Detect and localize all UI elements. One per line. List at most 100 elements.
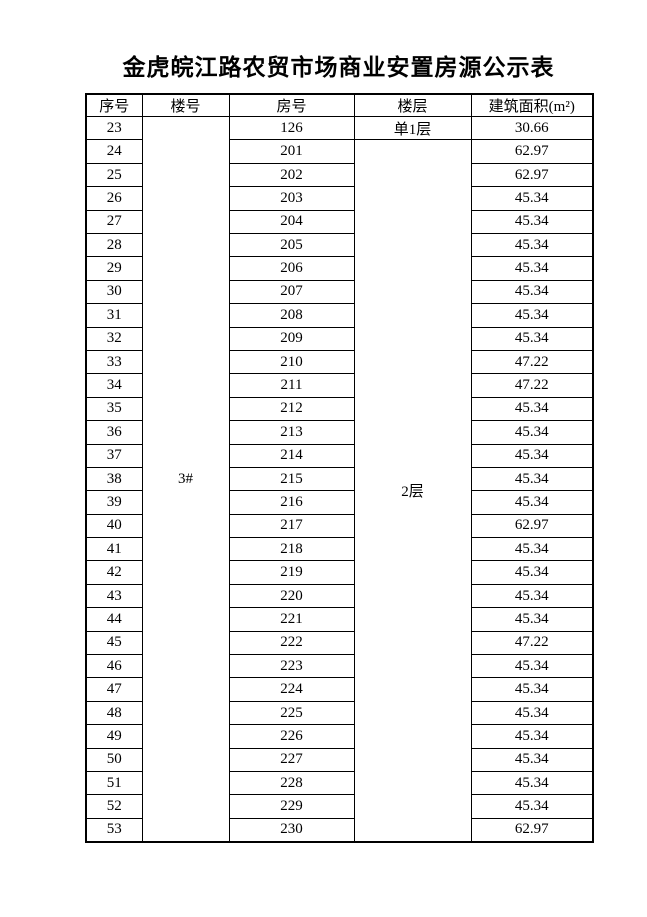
cell-room: 207	[228, 279, 355, 305]
table-row: 36 213 45.34	[85, 420, 594, 445]
cell-room: 202	[228, 162, 355, 188]
cell-room: 221	[228, 607, 355, 632]
cell-serial: 39	[85, 490, 143, 515]
table-row: 44 221 45.34	[85, 607, 594, 632]
header-row: 序号 楼号 房号 楼层 建筑面积(m²)	[85, 93, 594, 118]
cell-area: 47.22	[470, 630, 594, 656]
cell-room: 227	[228, 747, 355, 772]
notice-sheet: 金虎皖江路农贸市场商业安置房源公示表 序号 楼号 房号 楼层 建筑面积(m²) …	[85, 0, 594, 844]
cell-room: 225	[228, 700, 355, 726]
cell-room: 209	[228, 326, 355, 351]
cell-room: 214	[228, 443, 355, 468]
cell-room: 205	[228, 232, 355, 258]
cell-room: 217	[228, 513, 355, 539]
cell-serial: 32	[85, 326, 143, 351]
cell-room: 229	[228, 794, 355, 819]
cell-room: 216	[228, 490, 355, 515]
cell-serial: 37	[85, 443, 143, 468]
cell-room: 219	[228, 560, 355, 585]
col-header-room: 房号	[228, 93, 355, 118]
cell-room: 226	[228, 724, 355, 749]
table-row: 28 205 45.34	[85, 232, 594, 258]
cell-serial: 23	[85, 116, 143, 141]
cell-room: 218	[228, 537, 355, 562]
cell-room: 222	[228, 630, 355, 656]
cell-room: 206	[228, 256, 355, 281]
cell-area: 45.34	[470, 700, 594, 726]
cell-serial: 24	[85, 139, 143, 164]
cell-area: 45.34	[470, 279, 594, 305]
table-row: 38 215 45.34	[85, 466, 594, 492]
table-header: 序号 楼号 房号 楼层 建筑面积(m²)	[85, 93, 594, 118]
cell-area: 45.34	[470, 770, 594, 796]
cell-room: 126	[228, 116, 355, 141]
cell-serial: 38	[85, 466, 143, 492]
table-row: 53 230 62.97	[85, 817, 594, 843]
cell-serial: 44	[85, 607, 143, 632]
cell-area: 45.34	[470, 256, 594, 281]
cell-room: 211	[228, 373, 355, 398]
table-row: 40 217 62.97	[85, 513, 594, 539]
cell-serial: 48	[85, 700, 143, 726]
table-row: 25 202 62.97	[85, 162, 594, 188]
cell-area: 45.34	[470, 607, 594, 632]
cell-serial: 47	[85, 677, 143, 702]
cell-serial: 51	[85, 770, 143, 796]
cell-floor: 2层	[353, 139, 472, 843]
cell-area: 45.34	[470, 420, 594, 445]
cell-area: 45.34	[470, 654, 594, 679]
cell-room: 210	[228, 349, 355, 375]
cell-area: 47.22	[470, 373, 594, 398]
cell-area: 45.34	[470, 583, 594, 609]
cell-serial: 30	[85, 279, 143, 305]
cell-building: 3#	[141, 116, 230, 843]
table-row: 26 203 45.34	[85, 186, 594, 211]
table-row: 50 227 45.34	[85, 747, 594, 772]
cell-area: 45.34	[470, 560, 594, 585]
cell-serial: 45	[85, 630, 143, 656]
cell-serial: 28	[85, 232, 143, 258]
cell-area: 62.97	[470, 162, 594, 188]
cell-room: 213	[228, 420, 355, 445]
cell-room: 204	[228, 209, 355, 235]
cell-serial: 31	[85, 303, 143, 328]
table-row: 37 214 45.34	[85, 443, 594, 468]
cell-serial: 25	[85, 162, 143, 188]
cell-room: 228	[228, 770, 355, 796]
table-row: 51 228 45.34	[85, 770, 594, 796]
cell-serial: 35	[85, 396, 143, 422]
cell-area: 45.34	[470, 326, 594, 351]
table-row: 29 206 45.34	[85, 256, 594, 281]
cell-area: 45.34	[470, 232, 594, 258]
cell-serial: 43	[85, 583, 143, 609]
cell-serial: 52	[85, 794, 143, 819]
cell-area: 45.34	[470, 303, 594, 328]
cell-serial: 40	[85, 513, 143, 539]
cell-room: 223	[228, 654, 355, 679]
cell-area: 45.34	[470, 186, 594, 211]
cell-area: 62.97	[470, 817, 594, 843]
cell-serial: 49	[85, 724, 143, 749]
table-row: 33 210 47.22	[85, 349, 594, 375]
cell-serial: 26	[85, 186, 143, 211]
cell-area: 30.66	[470, 116, 594, 141]
cell-area: 62.97	[470, 139, 594, 164]
cell-room: 230	[228, 817, 355, 843]
cell-serial: 50	[85, 747, 143, 772]
cell-area: 47.22	[470, 349, 594, 375]
table-row: 30 207 45.34	[85, 279, 594, 305]
cell-area: 45.34	[470, 794, 594, 819]
housing-table: 序号 楼号 房号 楼层 建筑面积(m²) 23 3# 126 单1层 30.66 24 20…	[85, 93, 594, 844]
col-header-building: 楼号	[141, 93, 230, 118]
cell-serial: 29	[85, 256, 143, 281]
cell-serial: 36	[85, 420, 143, 445]
cell-area: 45.34	[470, 747, 594, 772]
cell-serial: 27	[85, 209, 143, 235]
cell-room: 208	[228, 303, 355, 328]
cell-area: 45.34	[470, 537, 594, 562]
cell-area: 45.34	[470, 677, 594, 702]
cell-floor: 单1层	[353, 116, 472, 141]
cell-room: 220	[228, 583, 355, 609]
cell-serial: 53	[85, 817, 143, 843]
table-row: 32 209 45.34	[85, 326, 594, 351]
